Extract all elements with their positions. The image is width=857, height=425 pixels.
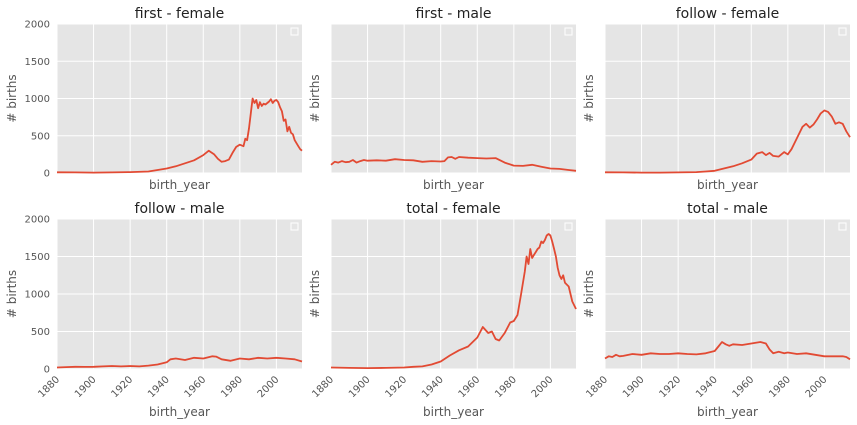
series-line (604, 341, 851, 361)
x-tick-label: 1880 (584, 374, 610, 400)
x-tick-label: 1920 (657, 374, 683, 400)
y-tick-label: 0 (44, 169, 50, 180)
subplot-6: total - male birth_year # births 1880 1900 19… (582, 201, 851, 419)
series-line (56, 97, 303, 174)
y-tick-label: 2000 (25, 215, 50, 226)
legend (290, 27, 299, 36)
y-tick-label: 500 (31, 327, 50, 338)
x-tick-label: 1940 (420, 374, 446, 400)
x-tick-label: 1960 (457, 374, 483, 400)
x-tick-label: 1940 (694, 374, 720, 400)
subplot-title: first - female (135, 6, 225, 22)
series-line (604, 109, 851, 174)
series-line (330, 156, 577, 172)
x-tick-label: 1880 (310, 374, 336, 400)
subplot-3: follow - female birth_year # births (582, 6, 851, 192)
x-tick-label: 1880 (36, 374, 62, 400)
x-axis-label: birth_year (149, 405, 210, 419)
x-tick-label: 1920 (383, 374, 409, 400)
y-tick-label: 1000 (25, 94, 50, 105)
legend (564, 27, 573, 36)
legend (290, 222, 299, 231)
series-line (56, 355, 303, 369)
x-tick-label: 1900 (73, 374, 99, 400)
y-axis-label: # births (5, 270, 19, 318)
subplot-2: first - male birth_year # births (308, 6, 577, 192)
y-tick-label: 1000 (25, 290, 50, 301)
y-tick-label: 500 (31, 131, 50, 142)
y-axis-label: # births (308, 74, 322, 122)
subplot-title: total - female (406, 201, 500, 217)
subplot-1: first - female birth_year # births 0 500 1000… (5, 6, 303, 192)
series-line (330, 233, 577, 370)
x-tick-label: 1960 (183, 374, 209, 400)
x-axis-label: birth_year (697, 405, 758, 419)
y-axis-label: # births (5, 74, 19, 122)
subplot-5: total - female birth_year # births 1880 1900… (308, 201, 577, 419)
x-tick-label: 2000 (256, 374, 282, 400)
y-axis-label: # births (582, 74, 596, 122)
subplot-title: first - male (415, 6, 491, 22)
subplot-title: total - male (687, 201, 768, 217)
x-tick-label: 1900 (621, 374, 647, 400)
x-tick-label: 1980 (219, 374, 245, 400)
legend (564, 222, 573, 231)
x-tick-label: 1960 (731, 374, 757, 400)
x-tick-label: 1940 (146, 374, 172, 400)
x-axis-label: birth_year (149, 178, 210, 192)
legend (838, 27, 847, 36)
x-tick-label: 1980 (767, 374, 793, 400)
legend (838, 222, 847, 231)
y-tick-label: 0 (44, 365, 50, 376)
x-axis-label: birth_year (697, 178, 758, 192)
x-tick-label: 1900 (347, 374, 373, 400)
subplot-title: follow - female (676, 6, 780, 22)
y-tick-label: 1500 (25, 252, 50, 263)
subplot-title: follow - male (135, 201, 225, 217)
y-axis-label: # births (308, 270, 322, 318)
y-tick-label: 1500 (25, 57, 50, 68)
x-tick-label: 1980 (493, 374, 519, 400)
subplot-4: follow - male birth_year # births 0 500 1000 1… (5, 201, 303, 419)
x-tick-label: 2000 (530, 374, 556, 400)
y-axis-label: # births (582, 270, 596, 318)
x-axis-label: birth_year (423, 178, 484, 192)
x-tick-label: 2000 (804, 374, 830, 400)
x-tick-label: 1920 (109, 374, 135, 400)
x-axis-label: birth_year (423, 405, 484, 419)
y-tick-label: 2000 (25, 20, 50, 31)
